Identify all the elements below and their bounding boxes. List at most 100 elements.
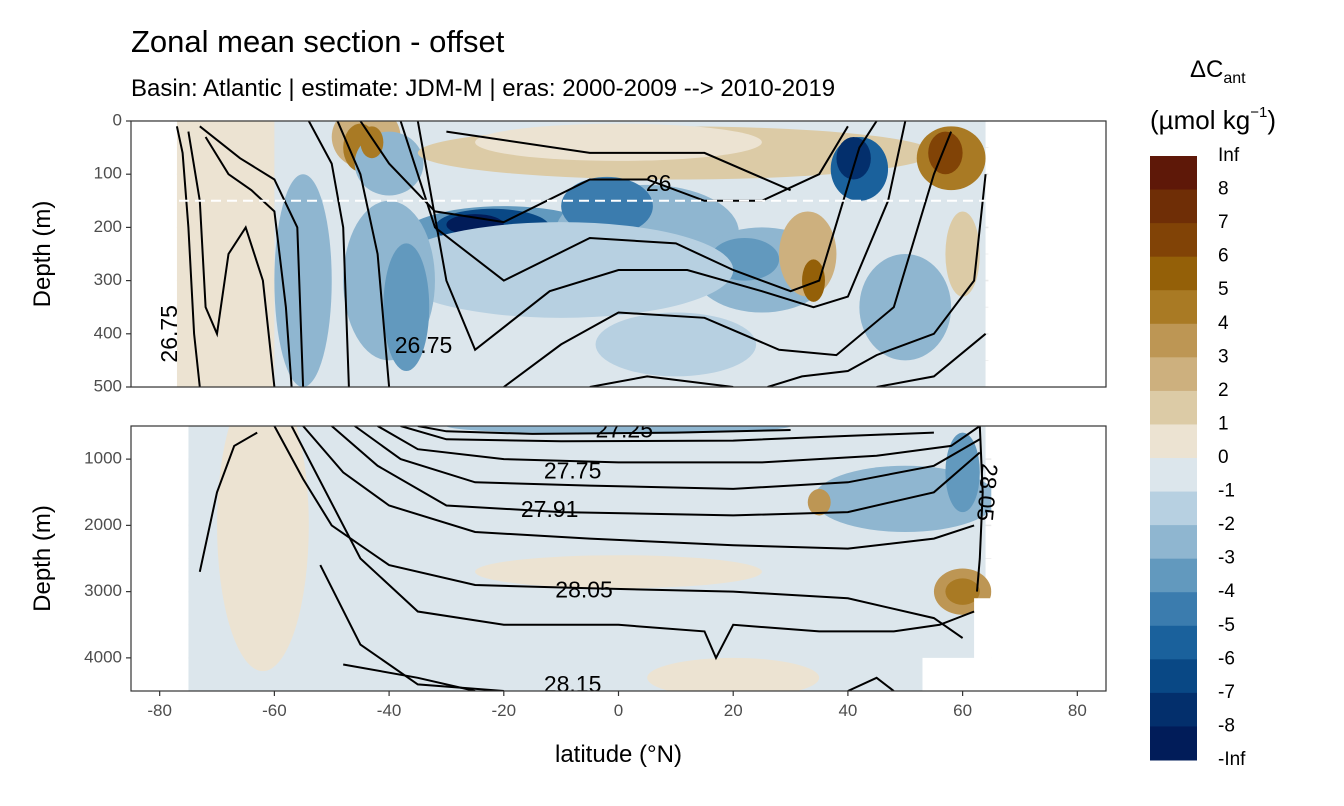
x-tick-label: 40 bbox=[838, 701, 857, 720]
field-patch bbox=[561, 176, 653, 236]
isopycnal-line bbox=[307, 121, 350, 387]
isopycnal-line bbox=[343, 663, 476, 691]
legend-break-label: -2 bbox=[1218, 514, 1235, 535]
legend-color-swatch bbox=[1150, 424, 1197, 459]
field-patch bbox=[595, 312, 757, 377]
isopycnal-line bbox=[354, 426, 981, 490]
legend-break-label: -7 bbox=[1218, 682, 1235, 703]
legend-unit-superscript: −1 bbox=[1250, 104, 1268, 121]
isopycnal-line bbox=[446, 130, 791, 192]
legend-color-swatch bbox=[1150, 558, 1197, 593]
legend-color-swatch bbox=[1150, 156, 1197, 191]
contour-label: 27.25 bbox=[595, 416, 653, 442]
lower-panel: 27.25 27.75 27.91 28.05 28.15 28.05 bbox=[130, 416, 1107, 697]
legend-break-label: Inf bbox=[1218, 145, 1240, 166]
no-data-mask bbox=[131, 121, 177, 387]
field-patch bbox=[360, 126, 384, 159]
contour-label: 27.75 bbox=[544, 457, 602, 483]
isopycnal-line bbox=[416, 121, 907, 352]
legend-color-swatch bbox=[1150, 323, 1197, 358]
legend-unit-text: (µmol kg bbox=[1150, 105, 1251, 135]
y-tick-label: 0 bbox=[113, 110, 122, 129]
isopycnal-line bbox=[847, 676, 895, 691]
chart-subtitle: Basin: Atlantic | estimate: JDM-M | eras… bbox=[131, 75, 836, 102]
field-patch bbox=[802, 259, 825, 302]
field-patch bbox=[928, 131, 963, 175]
legend-break-label: -6 bbox=[1218, 648, 1235, 669]
panel-border bbox=[130, 120, 1107, 388]
isopycnal-line bbox=[399, 121, 878, 293]
x-tick-label: 80 bbox=[1068, 701, 1087, 720]
field-patch bbox=[475, 555, 762, 589]
y-tick-label: 300 bbox=[94, 270, 122, 289]
upper-panel: 26 26.75 26.75 bbox=[130, 120, 1107, 388]
contour-label: 28.05 bbox=[972, 463, 1003, 523]
contour-label: 26 bbox=[646, 170, 672, 196]
chart-title: Zonal mean section - offset bbox=[131, 24, 505, 59]
y-tick-label: 100 bbox=[94, 164, 122, 183]
contour-label: 28.15 bbox=[544, 671, 602, 697]
legend-unit-close: ) bbox=[1267, 105, 1276, 135]
field-patch bbox=[945, 578, 980, 605]
legend-break-label: 6 bbox=[1218, 246, 1229, 267]
field-patch bbox=[176, 121, 275, 387]
field-patch bbox=[475, 123, 762, 161]
isopycnal-line bbox=[302, 426, 975, 550]
legend-color-swatch bbox=[1150, 525, 1197, 560]
x-tick-label: 0 bbox=[614, 701, 623, 720]
x-tick-label: -40 bbox=[377, 701, 402, 720]
x-tick-label: 20 bbox=[724, 701, 743, 720]
legend-title-subscript: ant bbox=[1223, 70, 1246, 87]
legend-color-swatch bbox=[1150, 592, 1197, 627]
legend-color-swatch bbox=[1150, 726, 1197, 761]
legend-color-swatch bbox=[1150, 692, 1197, 727]
isopycnal-line bbox=[377, 426, 981, 464]
legend-break-label: 1 bbox=[1218, 413, 1229, 434]
legend-break-label: -Inf bbox=[1218, 749, 1246, 770]
isopycnal-line bbox=[175, 126, 201, 387]
color-legend: Inf 8 7 6 5 4 3 2 1 0 -1 -2 -3 -4 -5 -6 -7 -8 -Inf bbox=[1150, 145, 1246, 770]
legend-color-swatch bbox=[1150, 458, 1197, 493]
legend-break-label: 2 bbox=[1218, 380, 1229, 401]
legend-color-swatch bbox=[1150, 659, 1197, 694]
legend-break-label: -5 bbox=[1218, 615, 1235, 636]
isopycnal-line bbox=[336, 121, 391, 387]
field-patch bbox=[389, 222, 734, 318]
isopycnal-line bbox=[876, 333, 987, 387]
y-tick-label: 500 bbox=[94, 376, 122, 395]
isopycnal-line bbox=[400, 426, 934, 443]
legend-color-swatch bbox=[1150, 256, 1197, 291]
isopycnal-line bbox=[417, 426, 791, 435]
x-tick-label: -80 bbox=[147, 701, 172, 720]
isopycnal-line bbox=[589, 375, 734, 387]
legend-break-label: 8 bbox=[1218, 179, 1229, 200]
y-tick-label: 4000 bbox=[84, 647, 122, 666]
field-patch bbox=[383, 243, 430, 372]
isopycnal-line bbox=[503, 131, 953, 387]
isopycnal-line bbox=[290, 426, 975, 661]
legend-break-label: 3 bbox=[1218, 346, 1229, 367]
contour-label: 28.05 bbox=[555, 577, 613, 603]
contour-label: 26.75 bbox=[395, 332, 453, 358]
legend-break-label: 5 bbox=[1218, 279, 1229, 300]
isopycnal-line bbox=[359, 121, 849, 224]
legend-break-label: -4 bbox=[1218, 581, 1235, 602]
x-tick-label: -60 bbox=[262, 701, 287, 720]
legend-break-label: -3 bbox=[1218, 548, 1235, 569]
y-tick-label: 3000 bbox=[84, 581, 122, 600]
x-axis-title: latitude (°N) bbox=[555, 741, 682, 768]
legend-break-label: -1 bbox=[1218, 481, 1235, 502]
no-data-mask bbox=[991, 426, 1106, 691]
legend-title-main: ΔC bbox=[1190, 56, 1224, 83]
legend-break-label: 4 bbox=[1218, 313, 1229, 334]
field-patch bbox=[647, 657, 820, 691]
legend-color-swatch bbox=[1150, 189, 1197, 224]
legend-color-swatch bbox=[1150, 223, 1197, 258]
isopycnal-line bbox=[767, 174, 987, 387]
legend-break-label: 7 bbox=[1218, 212, 1229, 233]
no-data-mask bbox=[974, 598, 992, 691]
isopycnal-line bbox=[273, 426, 964, 639]
field-patch bbox=[945, 211, 980, 297]
legend-color-swatch bbox=[1150, 290, 1197, 325]
